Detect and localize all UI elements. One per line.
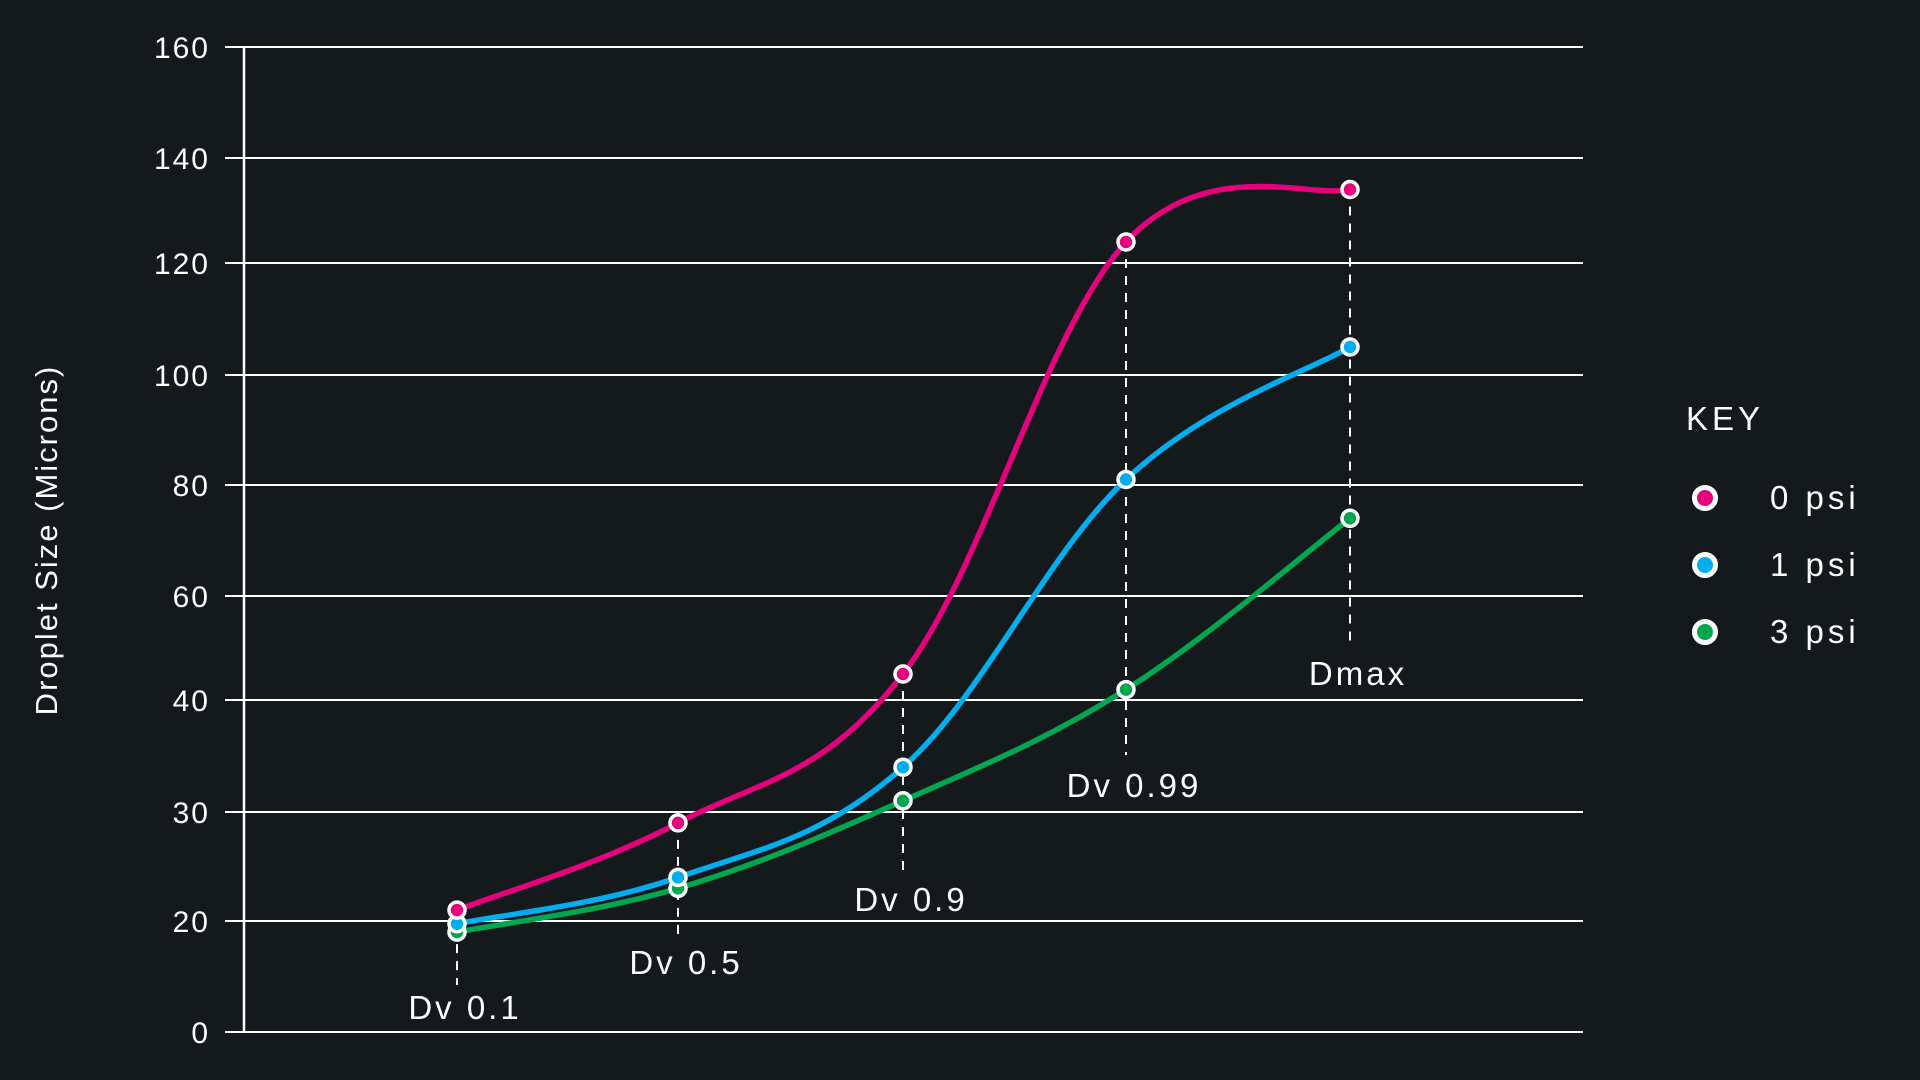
y-tick-label: 120	[154, 248, 210, 281]
data-point-marker	[893, 791, 913, 811]
y-axis-ticks: 0 20 30 40 60 80 100 120 140 160	[154, 32, 210, 1050]
legend-item-1psi: 1 psi	[1686, 531, 1860, 598]
category-label: Dv 0.99	[1067, 767, 1202, 804]
data-point-marker	[447, 900, 467, 920]
legend-label: 1 psi	[1770, 545, 1860, 583]
data-point-marker	[893, 757, 913, 777]
legend-item-3psi: 3 psi	[1686, 598, 1860, 665]
data-point-marker	[1116, 232, 1136, 252]
series-lines	[454, 183, 1353, 935]
legend-marker-icon	[1692, 618, 1718, 645]
y-tick-label: 80	[173, 470, 210, 503]
y-tick-label: 20	[173, 906, 210, 939]
category-guide-lines	[456, 189, 1351, 985]
data-point-marker	[893, 664, 913, 684]
category-label: Dv 0.9	[854, 881, 967, 918]
y-tick-label: 100	[154, 360, 210, 393]
category-labels: Dv 0.1 Dv 0.5 Dv 0.9 Dv 0.99 Dmax	[408, 655, 1407, 1026]
legend: KEY 0 psi 1 psi 3 psi	[1686, 400, 1860, 665]
category-label: Dv 0.5	[629, 944, 742, 981]
data-point-marker	[1340, 179, 1360, 200]
y-tick-label: 60	[173, 581, 210, 614]
data-point-marker	[1116, 469, 1136, 490]
y-tick-label: 0	[191, 1017, 210, 1050]
legend-item-0psi: 0 psi	[1686, 464, 1860, 531]
data-point-marker	[668, 813, 688, 833]
data-point-markers	[447, 179, 1360, 942]
legend-label: 3 psi	[1770, 612, 1860, 650]
y-tick-label: 30	[173, 797, 210, 830]
data-point-marker	[1340, 508, 1360, 529]
legend-marker-icon	[1692, 551, 1718, 578]
data-point-marker	[668, 867, 688, 888]
series-line-1psi	[454, 344, 1353, 927]
category-label: Dmax	[1309, 655, 1407, 692]
y-axis-title: Droplet Size (Microns)	[29, 365, 64, 716]
legend-label: 0 psi	[1770, 478, 1860, 516]
series-line-0psi	[454, 183, 1353, 913]
data-point-marker	[1116, 679, 1136, 700]
category-label: Dv 0.1	[408, 989, 521, 1026]
legend-marker-icon	[1692, 484, 1718, 511]
legend-title: KEY	[1686, 400, 1765, 437]
y-tick-label: 140	[154, 143, 210, 176]
data-point-marker	[1340, 337, 1360, 357]
y-tick-label: 40	[173, 685, 210, 718]
y-tick-label: 160	[154, 32, 210, 65]
